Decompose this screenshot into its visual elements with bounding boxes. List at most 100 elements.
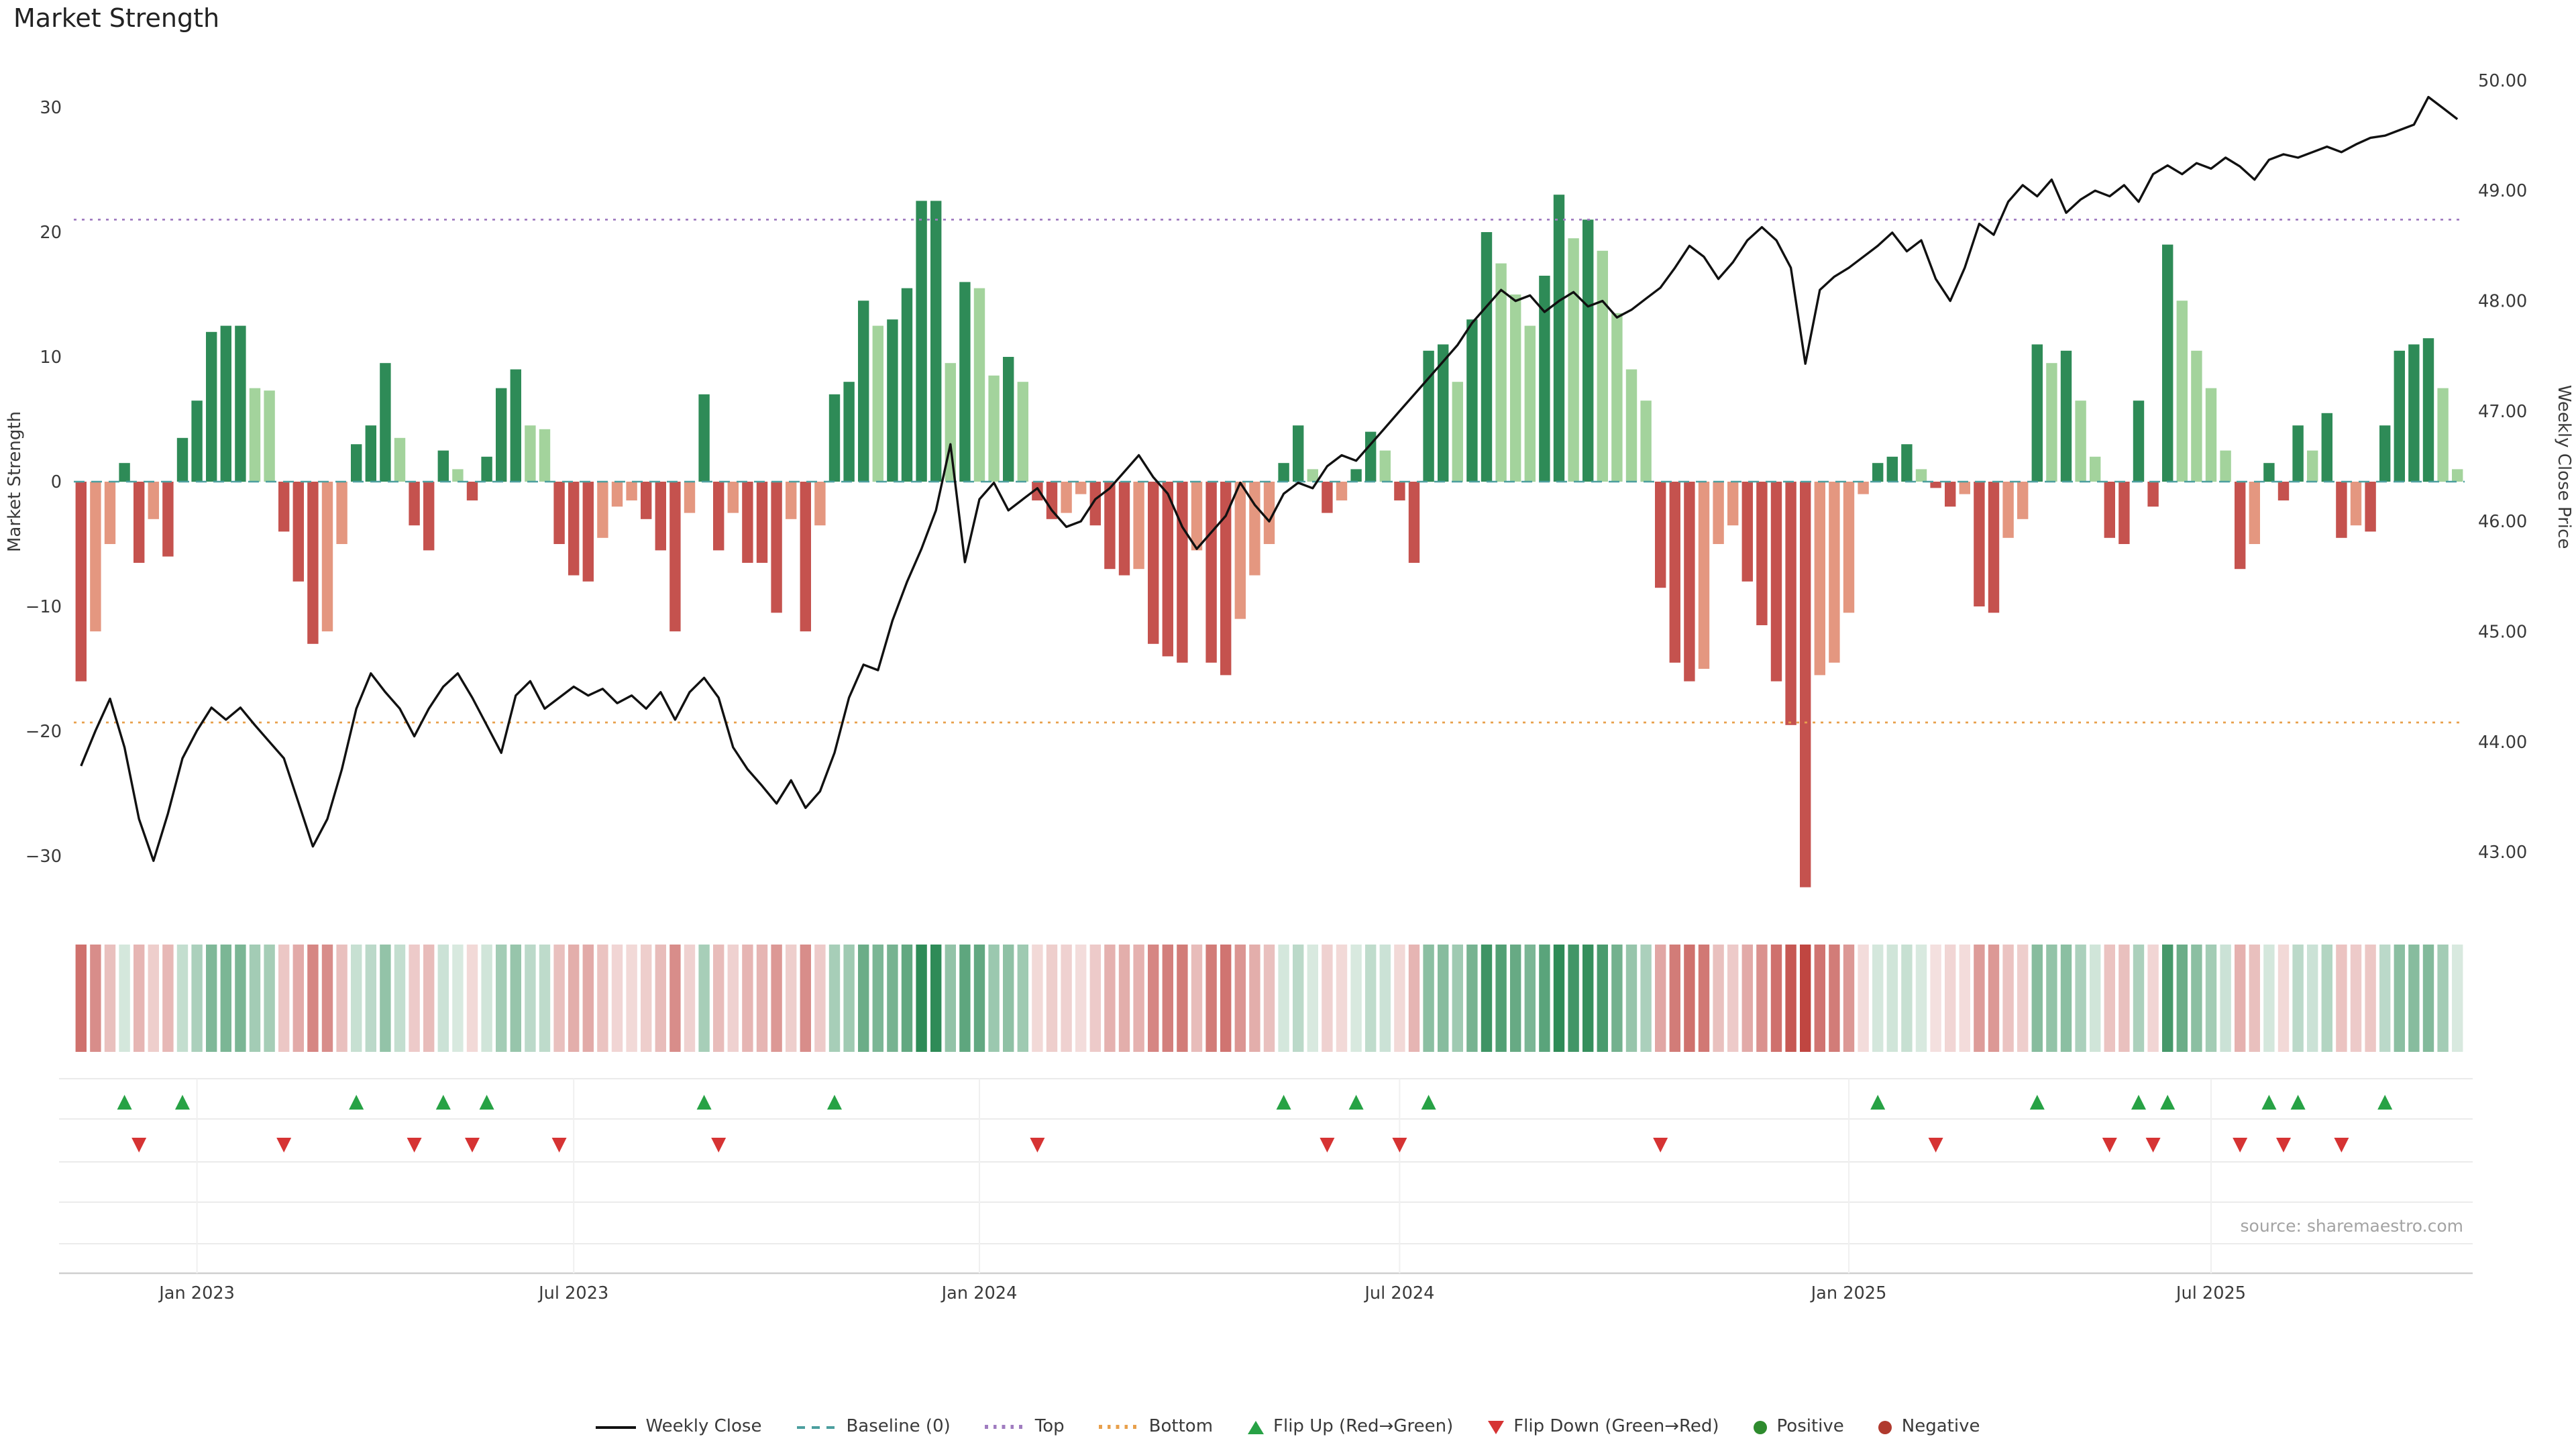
strength-bar [858,301,869,482]
heatmap-cell [858,945,869,1052]
flip-up-icon [696,1095,712,1110]
line-icon [596,1426,637,1428]
heatmap-cell [321,945,333,1052]
left-y-tick-label: 30 [40,98,62,118]
heatmap-cell [2104,945,2115,1052]
strength-bar [2408,344,2420,482]
heatmap-cell [1177,945,1188,1052]
strength-bar [2321,413,2332,482]
strength-bar [756,482,768,563]
heatmap-cell [1524,945,1536,1052]
x-tick-label: Jan 2025 [1810,1283,1887,1303]
heatmap-cell [713,945,724,1052]
dashed-line-icon [796,1426,837,1428]
flip-up-icon [1870,1095,1886,1110]
strength-bar [1234,482,1246,619]
strength-bar [1089,482,1101,526]
heatmap-cell [742,945,753,1052]
flip-down-icon [1928,1138,1943,1152]
heatmap-cell [452,945,464,1052]
heatmap-cell [1829,945,1840,1052]
strength-bar [814,482,826,526]
strength-bar [2147,482,2159,507]
strength-bar [2379,425,2391,482]
heatmap-cell [148,945,159,1052]
heatmap-cell [597,945,608,1052]
triangle-up-icon [1248,1420,1265,1434]
right-y-tick-label: 49.00 [2478,181,2527,201]
heatmap-cell [1162,945,1173,1052]
legend-item: Flip Up (Red→Green) [1248,1417,1453,1437]
strength-bar [264,390,275,482]
flip-down-icon [131,1138,147,1152]
strength-bar [1625,369,1638,482]
heatmap-cell [104,945,116,1052]
strength-bar [1945,482,1956,507]
heatmap-cell [771,945,782,1052]
heatmap-cell [2205,945,2217,1052]
strength-bar [930,201,942,482]
strength-bar [1379,450,1391,482]
heatmap-cell [1148,945,1159,1052]
heatmap-cell [756,945,768,1052]
strength-bar [1177,482,1188,663]
strength-bar [1886,456,1898,482]
heatmap-cell [1713,945,1724,1052]
strength-bar [1858,482,1869,494]
strength-bar [2292,425,2304,482]
heatmap-cell [1974,945,1985,1052]
heatmap-cell [973,945,985,1052]
heatmap-cell [2437,945,2449,1052]
heatmap-cell [1133,945,1144,1052]
heatmap-cell [2307,945,2318,1052]
heatmap-cell [1104,945,1116,1052]
strength-bar [133,482,145,563]
heatmap-cell [2133,945,2145,1052]
strength-bar [959,282,971,482]
legend-item: Positive [1754,1417,1844,1437]
heatmap-cell [1640,945,1652,1052]
strength-bar [1727,482,1739,526]
strength-bar [1162,482,1173,657]
strength-bar [2437,388,2449,482]
flip-down-icon [711,1138,727,1152]
heatmap-cell [1785,945,1796,1052]
legend-label: Top [1034,1417,1065,1437]
strength-bar [75,482,87,682]
strength-bar [786,482,797,519]
heatmap-cell [133,945,145,1052]
heatmap-cell [1770,945,1782,1052]
heatmap-cell [901,945,913,1052]
strength-bar [2205,388,2217,482]
heatmap-cell [626,945,637,1052]
heatmap-cell [2118,945,2130,1052]
strength-bar [437,450,449,482]
flip-up-icon [2160,1095,2176,1110]
left-y-tick-label: −10 [25,597,62,617]
heatmap-cell [1945,945,1956,1052]
strength-bar [2046,363,2057,482]
heatmap-cell [1843,945,1855,1052]
heatmap-cell [409,945,420,1052]
heatmap-cell [1655,945,1666,1052]
strength-bar [684,482,696,513]
flip-up-icon [1276,1095,1291,1110]
strength-bar [1104,482,1116,570]
heatmap-cell [2422,945,2434,1052]
strength-bar [887,319,898,482]
heatmap-cell [1263,945,1275,1052]
strength-bar [423,482,435,551]
strength-bar [2118,482,2130,544]
strength-bar [1741,482,1753,582]
strength-bar [1988,482,2000,613]
strength-bar [1669,482,1680,663]
strength-bar [1611,313,1623,482]
heatmap-cell [684,945,696,1052]
flip-down-icon [1392,1138,1407,1152]
strength-bar [828,394,841,482]
strength-bar [1684,482,1695,682]
strength-bar [669,482,681,632]
strength-bar [119,463,130,482]
heatmap-cell [887,945,898,1052]
strength-bar [1307,469,1318,482]
